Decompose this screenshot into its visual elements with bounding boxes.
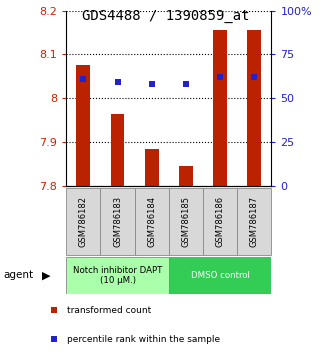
Text: GSM786182: GSM786182 <box>79 196 88 247</box>
Text: GDS4488 / 1390859_at: GDS4488 / 1390859_at <box>82 9 249 23</box>
Text: GSM786187: GSM786187 <box>250 196 259 247</box>
Bar <box>169 257 271 294</box>
Bar <box>203 188 237 255</box>
Bar <box>66 188 100 255</box>
Bar <box>76 65 90 186</box>
Text: GSM786186: GSM786186 <box>215 196 225 247</box>
Bar <box>100 188 135 255</box>
Text: DMSO control: DMSO control <box>191 271 250 280</box>
Bar <box>135 188 169 255</box>
Bar <box>248 30 261 186</box>
Text: GSM786185: GSM786185 <box>181 196 190 247</box>
Text: GSM786183: GSM786183 <box>113 196 122 247</box>
Bar <box>66 257 169 294</box>
Text: GSM786184: GSM786184 <box>147 196 156 247</box>
Bar <box>237 188 271 255</box>
Text: transformed count: transformed count <box>68 306 152 315</box>
Text: agent: agent <box>3 270 33 280</box>
Bar <box>145 149 159 186</box>
Bar <box>111 114 124 186</box>
Text: Notch inhibitor DAPT
(10 μM.): Notch inhibitor DAPT (10 μM.) <box>73 266 162 285</box>
Bar <box>213 30 227 186</box>
Bar <box>169 188 203 255</box>
Text: percentile rank within the sample: percentile rank within the sample <box>68 335 220 344</box>
Text: ▶: ▶ <box>42 270 51 280</box>
Bar <box>179 166 193 186</box>
